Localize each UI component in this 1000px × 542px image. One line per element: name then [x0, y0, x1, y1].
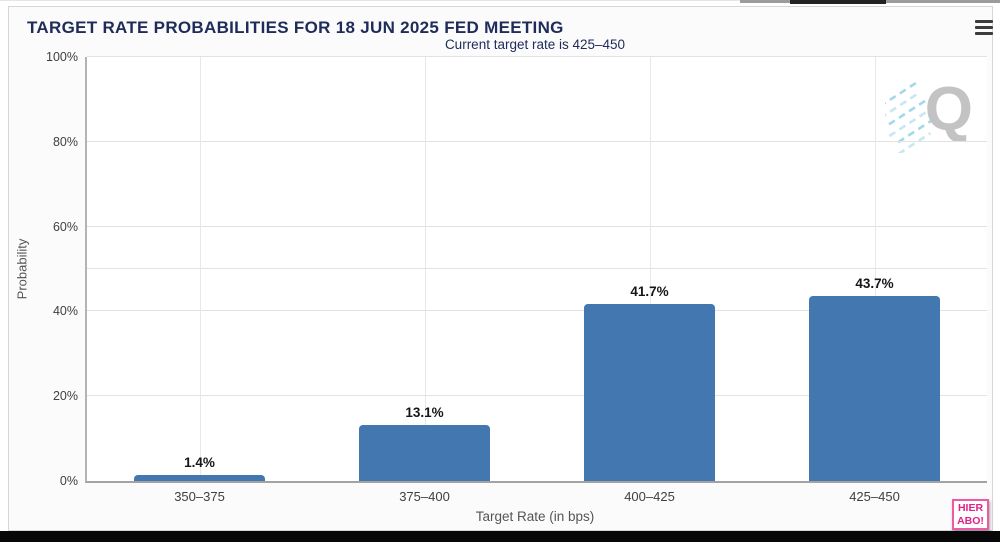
gridline-v — [199, 57, 201, 481]
chart-subtitle: Current target rate is 425–450 — [444, 37, 626, 52]
video-progress-artifact — [790, 0, 886, 4]
hamburger-bar — [975, 20, 993, 23]
y-tick-label: 20% — [52, 389, 78, 404]
bar-value-label: 43.7% — [855, 275, 894, 291]
bar-value-label: 1.4% — [184, 455, 215, 471]
gridline-v — [874, 57, 876, 481]
provider-watermark: Q — [879, 61, 981, 155]
hamburger-bar — [975, 32, 993, 35]
plot-area: Q 0% 20% 40% 60% 80% 100% 1.4% 350–375 13.1% 375–… — [46, 50, 987, 504]
watermark-q-letter: Q — [924, 75, 973, 144]
gridline-h — [87, 140, 987, 142]
y-tick-label: 100% — [46, 50, 78, 64]
bottom-letterbox-bar — [0, 531, 1000, 542]
y-tick-label: 60% — [52, 219, 78, 234]
watermark-dashes — [879, 81, 935, 155]
hamburger-menu-icon[interactable] — [972, 20, 996, 40]
x-tick-label: 400–425 — [624, 489, 675, 504]
bar[interactable] — [584, 304, 715, 481]
top-edge-line — [0, 0, 1000, 1]
x-tick-label: 375–400 — [399, 489, 450, 504]
y-axis-title: Probability — [14, 238, 30, 300]
gridline-h — [87, 310, 987, 312]
gridline-h — [87, 56, 987, 57]
bar-value-label: 41.7% — [630, 284, 669, 300]
hamburger-bar — [975, 26, 993, 29]
x-axis-title: Target Rate (in bps) — [475, 509, 595, 524]
chart-title: TARGET RATE PROBABILITIES FOR 18 JUN 202… — [27, 18, 564, 37]
y-tick-label: 40% — [52, 304, 78, 319]
gridline-h — [87, 395, 987, 397]
gridline-v — [649, 57, 651, 481]
bar[interactable] — [809, 295, 940, 481]
x-tick-label: 350–375 — [174, 489, 225, 504]
gridline-h-minor — [87, 268, 987, 269]
x-tick-label: 425–450 — [849, 489, 900, 504]
gridline-h — [87, 225, 987, 227]
bar[interactable] — [359, 425, 490, 481]
gridline-v — [424, 57, 426, 481]
y-tick-label: 80% — [52, 134, 78, 149]
bar[interactable] — [134, 475, 265, 481]
subscribe-badge-line2: ABO! — [957, 515, 984, 528]
subscribe-badge-line1: HIER — [957, 502, 984, 514]
y-tick-label: 0% — [59, 474, 78, 488]
subscribe-badge[interactable]: HIER ABO! — [952, 499, 989, 530]
bar-value-label: 13.1% — [405, 405, 444, 421]
